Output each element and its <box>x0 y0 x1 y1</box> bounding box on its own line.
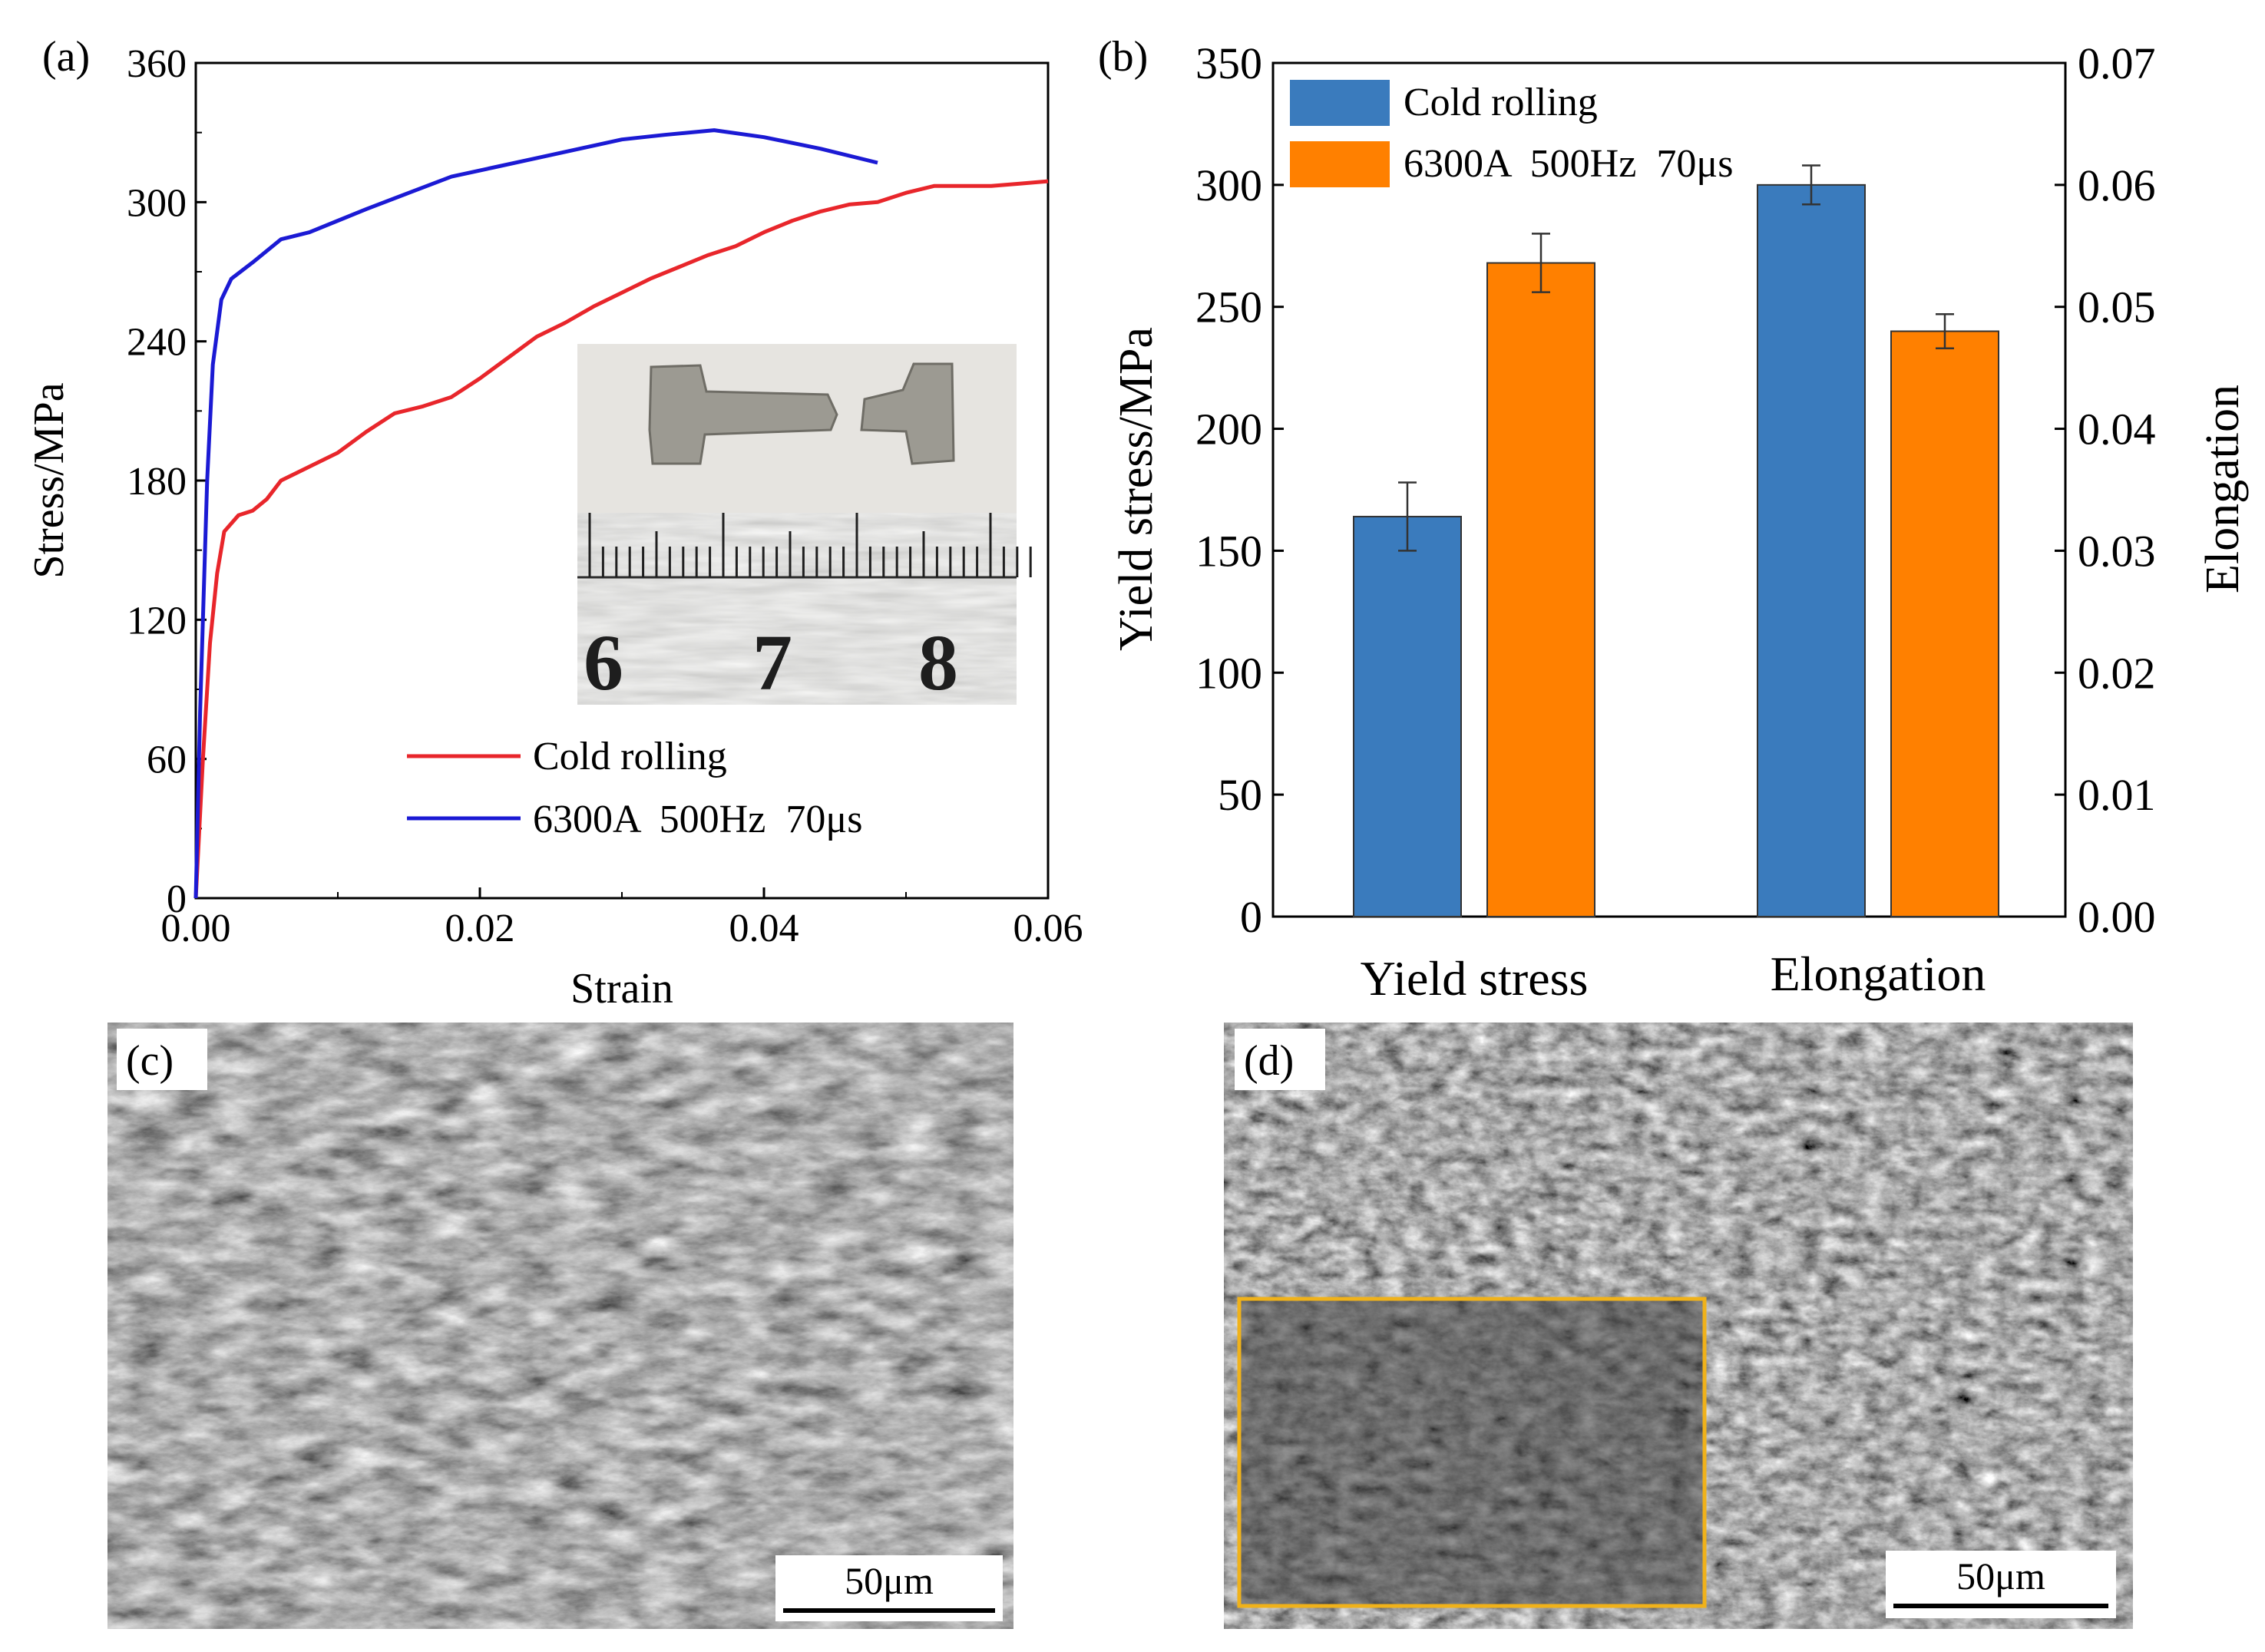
y-tick-label-a: 360 <box>127 42 187 86</box>
y-tick-label-b: 250 <box>1195 282 1262 332</box>
y2-tick-label-b: 0.04 <box>2078 405 2156 454</box>
y2-axis-label-b: Elongation <box>2197 385 2249 593</box>
y-axis-label-b: Yield stress/MPa <box>1110 327 1162 651</box>
y2-tick-label-b: 0.03 <box>2078 526 2156 576</box>
legend-label-electropulse: 6300A 500Hz 70μs <box>533 798 862 841</box>
ruler-label-8: 8 <box>918 619 958 707</box>
series-lines-a <box>193 128 1049 899</box>
scale-bar-label-c: 50μm <box>845 1559 934 1602</box>
legend-label-b-electropulse: 6300A 500Hz 70μs <box>1404 142 1733 186</box>
y-tick-label-b: 50 <box>1218 770 1262 820</box>
axes-ticks-b: 0 50 100 150 200 250 300 350 0.00 0.01 0.02 0.03 0.0… <box>1195 38 2156 942</box>
panel-c-sem-image: (c) 50μm <box>107 1023 1013 1629</box>
bar-electropulse-yield-stress <box>1486 262 1595 918</box>
y2-tick-label-b: 0.02 <box>2078 648 2156 698</box>
bar-cold-rolling-yield-stress <box>1353 515 1462 917</box>
panel-c-label-box <box>117 1029 207 1090</box>
bars-b <box>1353 164 1999 918</box>
magnified-inset-d <box>1239 1299 1705 1606</box>
y-tick-label-a: 120 <box>127 599 187 643</box>
y2-tick-label-b: 0.07 <box>2078 38 2156 88</box>
ruler-label-6: 6 <box>584 619 623 707</box>
y-tick-label-a: 0 <box>167 877 187 921</box>
legend-swatch-b-electropulse <box>1290 141 1390 187</box>
category-label-elongation: Elongation <box>1771 947 1986 1001</box>
y-tick-label-b: 200 <box>1195 405 1262 454</box>
specimen-inset-photo: 6 7 8 <box>577 344 1032 707</box>
y-tick-label-b: 300 <box>1195 160 1262 210</box>
x-axis-label-a: Strain <box>570 965 673 1013</box>
y2-tick-label-b: 0.01 <box>2078 770 2156 820</box>
x-tick-label-a: 0.00 <box>161 907 231 950</box>
series-line-electropulse <box>193 128 878 899</box>
bar-cold-rolling-elongation <box>1757 183 1866 918</box>
panel-a-label: (a) <box>42 33 90 81</box>
y-tick-label-a: 240 <box>127 321 187 365</box>
panel-d-sem-image: (d) 50μm <box>1224 1023 2133 1629</box>
y-tick-label-b: 0 <box>1240 892 1262 942</box>
panel-d-label: (d) <box>1244 1037 1294 1085</box>
panel-d-label-box <box>1235 1029 1325 1090</box>
y2-tick-label-b: 0.00 <box>2078 892 2156 942</box>
x-tick-label-a: 0.02 <box>445 907 515 950</box>
legend-a: Cold rolling 6300A 500Hz 70μs <box>407 735 862 841</box>
sem-texture-c <box>107 1023 1013 1629</box>
panel-a-stress-strain-chart: (a) 6 7 8 0 60 120 180 240 300 360 0.00 0.02 0.04… <box>25 33 1083 1013</box>
axes-ticks-a: 0 60 120 180 240 300 360 0.00 0.02 0.04 0.06 <box>127 42 1083 950</box>
panel-c-label: (c) <box>126 1037 174 1085</box>
series-line-cold-rolling <box>193 179 1049 899</box>
y2-tick-label-b: 0.05 <box>2078 282 2156 332</box>
ruler-ticks <box>588 513 1032 577</box>
x-tick-label-a: 0.04 <box>729 907 799 950</box>
category-label-yield-stress: Yield stress <box>1361 951 1589 1006</box>
legend-b: Cold rolling 6300A 500Hz 70μs <box>1290 80 1733 187</box>
bar-electropulse-elongation <box>1890 330 1999 917</box>
panel-b-label: (b) <box>1098 33 1148 81</box>
y2-tick-label-b: 0.06 <box>2078 160 2156 210</box>
y-tick-label-b: 150 <box>1195 526 1262 576</box>
plot-area-b <box>1271 61 2067 918</box>
scale-bar-label-d: 50μm <box>1956 1555 2045 1597</box>
y-tick-label-a: 60 <box>147 738 187 782</box>
legend-label-cold-rolling: Cold rolling <box>533 735 727 778</box>
legend-swatch-b-cold-rolling <box>1290 80 1390 126</box>
y-axis-label-a: Stress/MPa <box>25 382 73 578</box>
ruler-label-7: 7 <box>752 619 792 707</box>
panel-b-bar-chart: (b) 0 50 100 150 200 250 300 350 0.00 0.01 0.02 0.0… <box>1098 33 2249 1006</box>
magnified-inset-frame <box>1237 1297 1707 1608</box>
x-tick-label-a: 0.06 <box>1013 907 1083 950</box>
y-tick-label-a: 300 <box>127 181 187 225</box>
y-tick-label-a: 180 <box>127 460 187 504</box>
y-tick-label-b: 100 <box>1195 648 1262 698</box>
y-tick-label-b: 350 <box>1195 38 1262 88</box>
legend-label-b-cold-rolling: Cold rolling <box>1404 81 1598 124</box>
